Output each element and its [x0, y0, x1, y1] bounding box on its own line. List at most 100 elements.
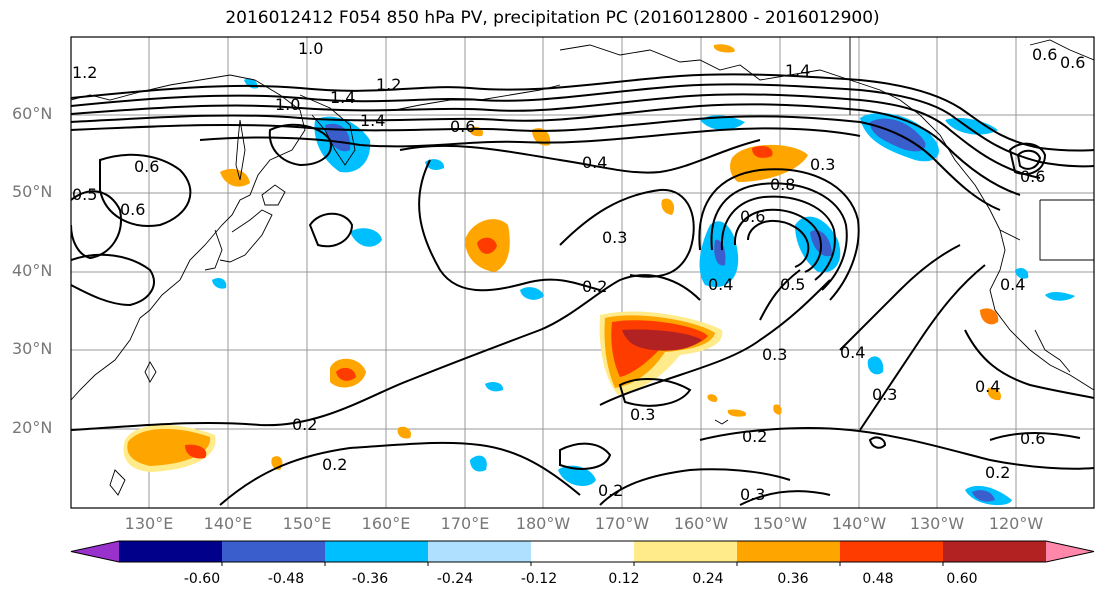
- contour-label-20: 0.2: [322, 455, 347, 474]
- contour-small-7: [559, 442, 612, 470]
- contour-low-1: [698, 168, 860, 301]
- lat-label-30n: 30°N: [12, 339, 53, 358]
- colorbar-tick-1: -0.60: [183, 571, 221, 587]
- contour-jet-5: [71, 115, 1001, 211]
- lon-label-140w: 140°W: [831, 514, 887, 533]
- contour-label-6: 1.0: [275, 95, 300, 114]
- border-us-canada: [849, 37, 1094, 261]
- colorbar-segment-4: [428, 541, 532, 562]
- contour-label-27: 0.6: [1020, 429, 1045, 448]
- colorbar-segment-9: [943, 541, 1047, 562]
- contour-0.4-c: [964, 329, 1094, 399]
- colorbar: [70, 540, 1095, 566]
- contour-low-3: [720, 195, 836, 281]
- coast-kamchatka: [299, 94, 356, 166]
- contour-label-19: 0.2: [292, 415, 317, 434]
- contour-0.6-b: [71, 253, 155, 307]
- contour-0.3-c: [739, 490, 831, 506]
- contour-label-13: 0.6: [740, 207, 765, 226]
- precip-neg-small7: [867, 356, 884, 375]
- lon-label-160e: 160°E: [361, 514, 411, 533]
- map-title: 2016012412 F054 850 hPa PV, precipitatio…: [225, 8, 880, 28]
- contour-0.6-west: [99, 153, 192, 227]
- lat-lon-grid: [71, 37, 1094, 508]
- contour-0.2-a: [71, 274, 701, 431]
- contour-small-3: [1008, 142, 1047, 175]
- coast-greenland-edge: [1029, 39, 1094, 61]
- precip-neg-small4: [945, 118, 998, 135]
- contour-label-26: 0.4: [975, 377, 1000, 396]
- lon-label-130w: 130°W: [909, 514, 965, 533]
- lat-label-60n: 60°N: [12, 104, 53, 123]
- colorbar-tick-4: -0.24: [436, 571, 474, 587]
- coast-china: [71, 317, 141, 401]
- precip-neg-small14: [1015, 267, 1029, 279]
- precip-neg-small9: [485, 382, 504, 392]
- colorbar-tick-10: 0.60: [946, 571, 978, 587]
- precip-pos-subtropic-mid: [127, 428, 211, 466]
- contour-0.6-a: [989, 432, 1081, 441]
- coast-sakhalin: [235, 119, 246, 181]
- lon-label-170e: 170°E: [440, 514, 490, 533]
- contour-label-3: 1.0: [298, 39, 323, 58]
- precip-pos-small1: [661, 198, 675, 215]
- contour-label-22: 0.2: [742, 427, 767, 446]
- coast-philippines: [109, 469, 126, 496]
- colorbar-segment-1: [119, 541, 223, 562]
- contour-0.2-e: [699, 427, 1094, 470]
- contour-label-10: 0.4: [582, 153, 607, 172]
- precip-neg-small6: [520, 287, 544, 300]
- precip-pos-dateline-core: [477, 237, 497, 254]
- colorbar-outline: [70, 540, 1095, 563]
- colorbar-tick-5: -0.12: [520, 571, 558, 587]
- coast-hawaii: [714, 419, 729, 425]
- colorbar-segment-8: [840, 541, 944, 562]
- contour-labels: 1.4 1.2 1.0 1.4 1.2 1.0 0.6 0.6 0.5 0.4 …: [72, 39, 1085, 504]
- contour-jet-4: [71, 103, 1021, 196]
- precip-pos-small7: [987, 387, 1001, 401]
- contour-label-16: 0.3: [602, 228, 627, 247]
- coast-japan-hokkaido: [261, 184, 286, 206]
- contour-0.4-a: [399, 139, 761, 174]
- lat-label-20n: 20°N: [12, 418, 53, 437]
- contour-small-4: [1016, 149, 1042, 170]
- contour-0.2-d: [599, 468, 791, 506]
- precip-neg-small10: [1045, 292, 1075, 301]
- lon-label-150e: 150°E: [282, 514, 332, 533]
- contour-label-31: 0.2: [985, 463, 1010, 482]
- lat-label-50n: 50°N: [12, 182, 53, 201]
- colorbar-segment-5: [531, 541, 635, 562]
- precip-pos-small3: [532, 128, 551, 146]
- contour-label-7: 0.6: [134, 157, 159, 176]
- contour-label-2: 1.2: [72, 63, 97, 82]
- precip-pos-japan: [220, 168, 250, 187]
- colorbar-tick-3: -0.36: [351, 571, 389, 587]
- precip-pos-hawaii-north-max: [622, 329, 702, 351]
- precip-neg-small1: [350, 228, 382, 247]
- contour-label-15: 0.5: [780, 275, 805, 294]
- lon-label-150w: 150°W: [752, 514, 808, 533]
- contour-0.3-d: [859, 264, 986, 431]
- precip-neg-small12: [470, 455, 487, 472]
- precip-pos-gulf-ak-core: [752, 145, 773, 158]
- contour-jet-3: [71, 93, 1041, 179]
- contour-label-34: 1.4: [360, 111, 385, 130]
- coast-taiwan: [144, 361, 157, 383]
- contour-low-4: [733, 208, 822, 273]
- contour-0.5-a: [759, 269, 801, 321]
- colorbar-extend-high: [1046, 541, 1094, 562]
- lon-label-140e: 140°E: [203, 514, 253, 533]
- precip-neg-small3-core: [972, 490, 995, 502]
- contour-jet-1: [71, 73, 1094, 152]
- colorbar-segment-2: [222, 541, 326, 562]
- colorbar-tick-9: 0.48: [862, 571, 894, 587]
- coast-baja: [1034, 329, 1071, 373]
- contour-0.2-b: [418, 159, 601, 292]
- precip-pos-small5: [727, 409, 747, 417]
- contour-label-29: 0.3: [872, 385, 897, 404]
- lat-label-40n: 40°N: [12, 261, 53, 280]
- lon-label-170w: 170°W: [594, 514, 650, 533]
- precip-pos-small10: [707, 394, 718, 402]
- contour-label-17: 0.2: [582, 277, 607, 296]
- colorbar-extend-low: [71, 541, 119, 562]
